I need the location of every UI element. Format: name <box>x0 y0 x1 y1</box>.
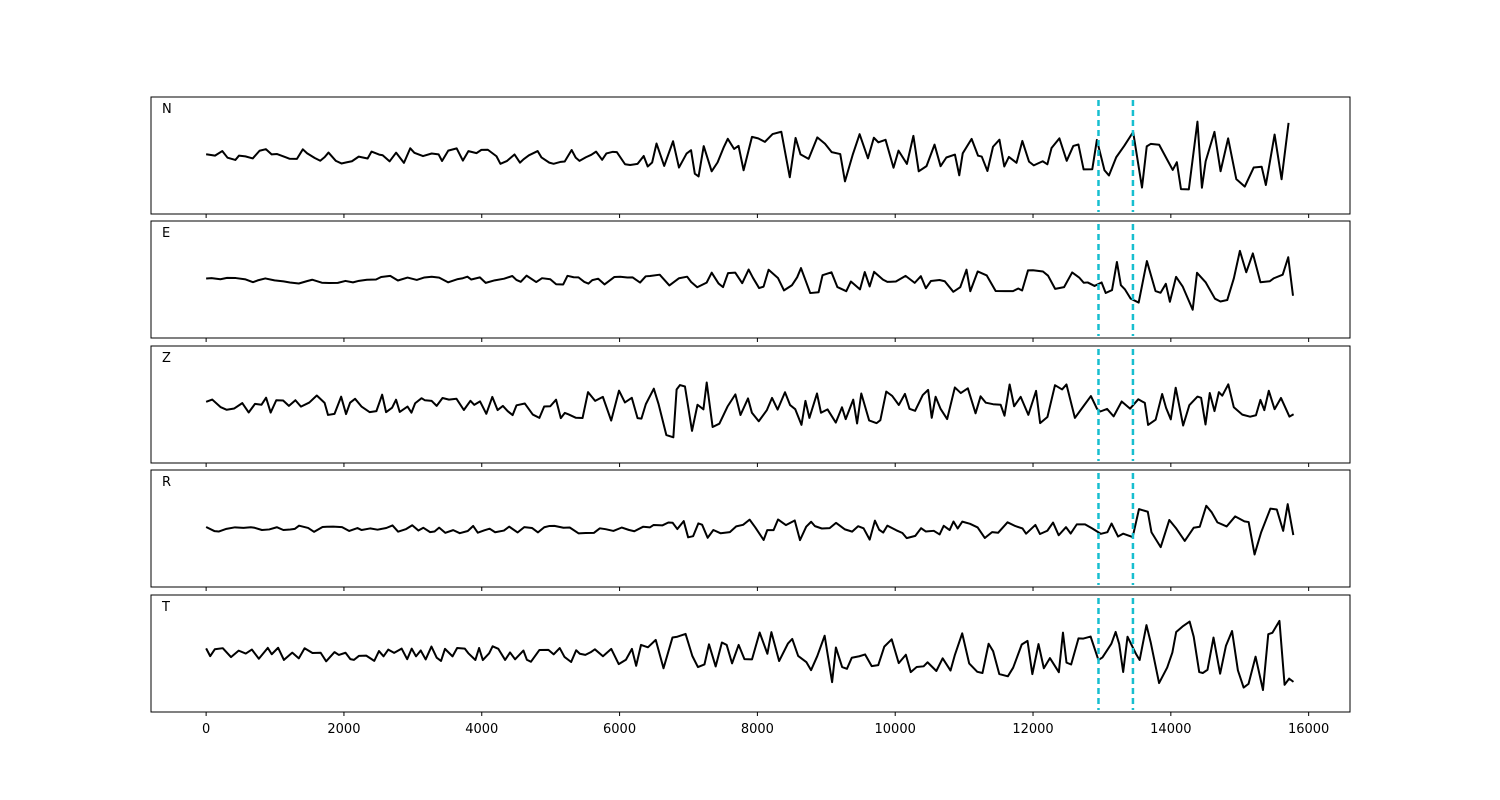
x-tick-label: 6000 <box>603 722 636 737</box>
panel-frame <box>150 345 1351 464</box>
x-tick-label: 4000 <box>465 722 498 737</box>
waveform-trace-t <box>205 619 1295 692</box>
x-tick-label: 10000 <box>875 722 916 737</box>
x-tick-label: 2000 <box>327 722 360 737</box>
panel-r: R <box>150 469 1351 591</box>
panel-label: R <box>162 475 171 490</box>
waveform-trace-e <box>206 249 1294 311</box>
waveform-trace-z <box>205 381 1295 439</box>
panel-label: N <box>162 102 172 117</box>
panel-e: E <box>150 220 1351 342</box>
panel-frame <box>150 469 1351 588</box>
panel-n: N <box>150 96 1351 218</box>
waveform-trace-r <box>205 503 1295 556</box>
x-tick-label: 8000 <box>741 722 774 737</box>
x-tick-label: 16000 <box>1288 722 1329 737</box>
waveform-trace-n <box>205 120 1290 191</box>
panel-t: T <box>150 594 1351 716</box>
panel-frame <box>150 220 1351 339</box>
panel-frame <box>150 594 1351 713</box>
panel-label: E <box>162 226 170 241</box>
x-tick-label: 12000 <box>1012 722 1053 737</box>
panel-label: Z <box>162 351 171 366</box>
x-tick-label: 14000 <box>1150 722 1191 737</box>
panel-frame <box>150 96 1351 215</box>
x-tick-label: 0 <box>202 722 210 737</box>
panel-z: Z <box>150 345 1351 467</box>
panel-label: T <box>161 600 170 615</box>
